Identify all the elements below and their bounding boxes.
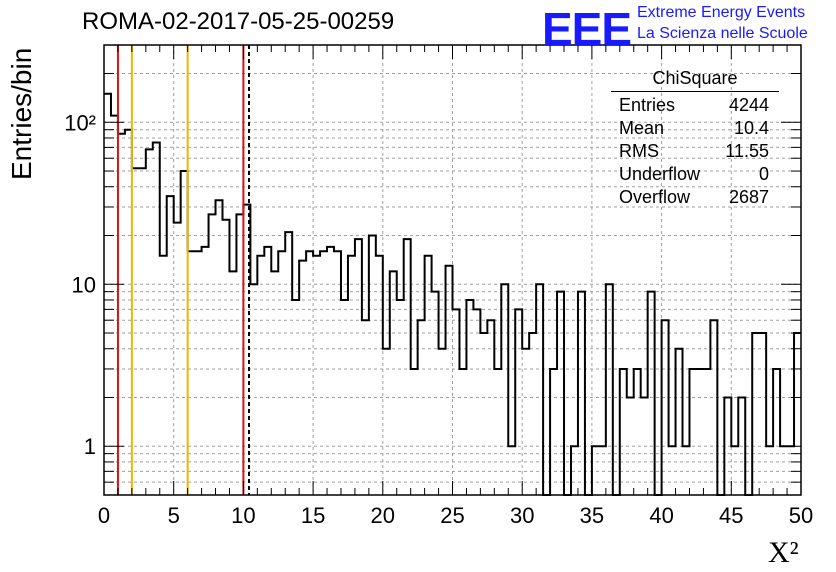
x-tick-label: 0 — [98, 503, 110, 528]
stats-value: 2687 — [728, 187, 769, 207]
stats-row: RMS 11.55 — [611, 140, 779, 163]
marker-lines — [116, 45, 250, 495]
stats-row: Entries 4244 — [611, 94, 779, 117]
x-tick-label: 25 — [440, 503, 464, 528]
y-tick-label: 10² — [64, 110, 96, 135]
org-name: Extreme Energy Events — [637, 4, 806, 21]
stats-label: RMS — [619, 141, 659, 161]
stats-label: Entries — [619, 95, 676, 115]
x-tick-label: 30 — [510, 503, 534, 528]
x-tick-label: 5 — [168, 503, 180, 528]
stats-value: 4244 — [728, 95, 769, 115]
stats-value: 10.4 — [733, 118, 769, 138]
y-axis-label: Entries/bin — [6, 47, 37, 180]
stats-row: Mean 10.4 — [611, 117, 779, 140]
histogram — [104, 92, 801, 496]
chart-title: ROMA-02-2017-05-25-00259 — [82, 8, 395, 35]
x-tick-label: 45 — [719, 503, 743, 528]
histogram-outline — [104, 92, 801, 496]
stats-label: Mean — [619, 118, 665, 138]
stats-value: 11.55 — [725, 141, 769, 161]
eee-logo: EEE — [542, 3, 632, 55]
x-tick-label: 10 — [231, 503, 255, 528]
x-tick-label: 20 — [371, 503, 395, 528]
stats-label: Underflow — [619, 164, 701, 184]
x-tick-label: 35 — [580, 503, 604, 528]
y-tick-label: 10 — [72, 272, 96, 297]
stats-row: Underflow 0 — [611, 163, 779, 186]
axis-ticks — [103, 44, 802, 496]
x-tick-label: 15 — [301, 503, 325, 528]
stats-box: ChiSquare Entries 4244 Mean 10.4 RMS 11.… — [611, 68, 779, 209]
stats-label: Overflow — [619, 187, 691, 207]
tick-labels: 0 5 10 15 20 25 30 35 40 45 50 1 10 10² — [64, 110, 813, 528]
y-tick-label: 1 — [84, 434, 96, 459]
stats-title: ChiSquare — [611, 68, 779, 92]
stats-row: Overflow 2687 — [611, 186, 779, 209]
x-tick-label: 40 — [649, 503, 673, 528]
stats-value: 0 — [758, 164, 769, 184]
x-tick-label: 50 — [789, 503, 813, 528]
x-axis-label: X² — [768, 536, 799, 569]
org-tagline: La Scienza nelle Scuole — [637, 25, 808, 42]
